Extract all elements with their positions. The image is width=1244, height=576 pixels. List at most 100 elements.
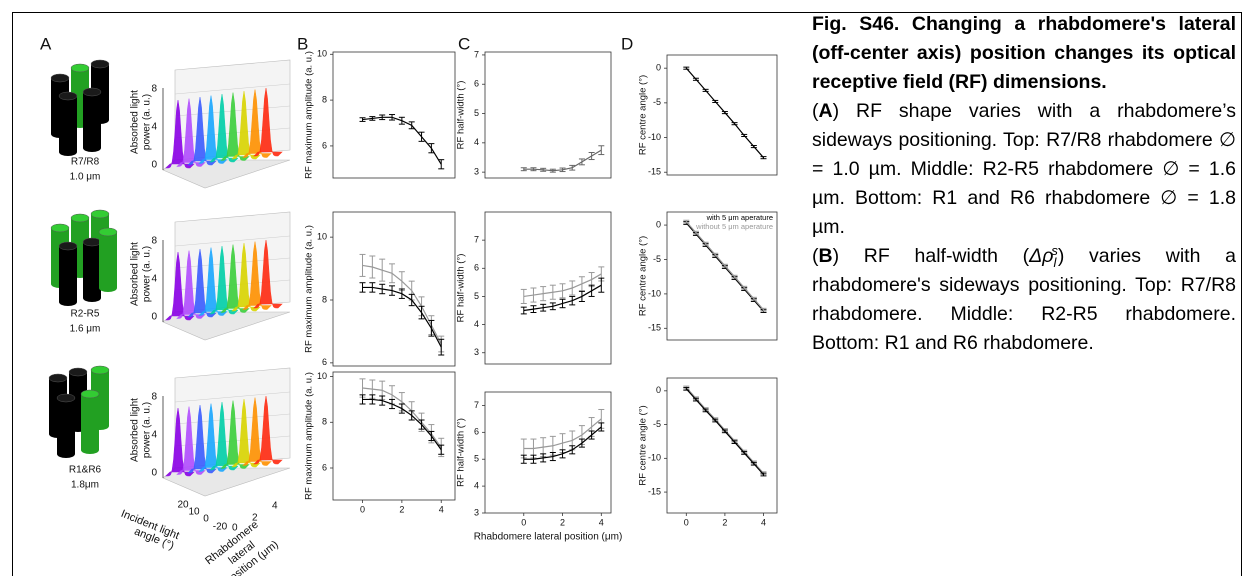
error-bar [750, 461, 757, 466]
error-bar [398, 116, 405, 125]
plot3d-ridge [165, 407, 195, 477]
error-bar [530, 167, 537, 172]
rhabdomere-size: 1.6 μm [70, 324, 101, 335]
caption-title: Fig. S46. Changing a rhabdomere's latera… [812, 13, 1236, 93]
rhabdomere-top [50, 73, 70, 83]
error-bar [438, 338, 445, 356]
error-bar [559, 167, 566, 173]
y-tick-label: -15 [648, 323, 661, 333]
error-bar [559, 298, 566, 309]
error-bar [598, 422, 605, 432]
plot3d-ridge [187, 248, 217, 318]
plot3d-floor [162, 467, 291, 497]
error-bar [369, 394, 376, 405]
caption-run: s [1051, 242, 1058, 258]
plot3d-position-tick: 0 [232, 523, 238, 534]
error-bar [702, 241, 709, 246]
error-bar [379, 114, 386, 121]
y-tick-label: 3 [474, 347, 479, 357]
y-tick-label: 8 [322, 94, 327, 104]
caption-run: B [818, 245, 833, 267]
plot3d-z-tick: 4 [151, 122, 157, 133]
error-bar [731, 274, 738, 279]
rhabdomere-top [90, 365, 110, 375]
error-bar [578, 276, 585, 292]
rhabdomere-body [83, 242, 101, 298]
error-bar [520, 306, 527, 315]
error-bar [721, 111, 728, 115]
rhabdomere-top [68, 367, 88, 377]
plot3d-ridge [176, 250, 206, 320]
error-bar [588, 430, 595, 440]
y-axis-label: RF centre angle (°) [638, 75, 649, 155]
x-axis-label: Rhabdomere lateral position (μm) [474, 532, 623, 543]
plot-frame [666, 377, 778, 514]
plot3d-z-label: Absorbed light [130, 242, 141, 306]
y-tick-label: 5 [474, 291, 479, 301]
plot3d-ridge [176, 98, 206, 168]
plot3d-ridge [231, 90, 261, 160]
error-bar [418, 305, 425, 320]
error-bar [428, 143, 435, 154]
x-tick-label: 4 [439, 504, 444, 514]
plot3d-angle-tick: 0 [203, 514, 209, 525]
error-bar [359, 117, 366, 122]
error-bar [712, 252, 719, 257]
error-bar [578, 438, 585, 448]
error-bar [712, 99, 719, 104]
plot3d-ridge [253, 239, 283, 309]
error-bar [559, 449, 566, 459]
error-bar [369, 116, 376, 121]
plot3d-grid [174, 83, 291, 95]
caption-run: A [818, 100, 833, 122]
rhabdomere-top [70, 63, 90, 73]
error-bar [389, 285, 396, 296]
rhabdomere-top [50, 223, 70, 233]
y-tick-label: -10 [648, 453, 661, 463]
error-bar [359, 394, 366, 405]
error-bar [359, 253, 366, 277]
rhabdomere-size: 1.8μm [71, 480, 99, 491]
error-bar [389, 398, 396, 410]
plot3d-ridge [231, 242, 261, 312]
y-tick-label: 0 [656, 63, 661, 73]
plot3d-angle-tick: 20 [177, 500, 189, 511]
rhabdomere-name: R7/R8 [71, 157, 100, 168]
error-bar [721, 263, 728, 268]
error-bar [418, 131, 425, 142]
error-bar [540, 453, 547, 463]
rhabdomere-bottom [99, 284, 117, 292]
plot3d-ridge [253, 395, 283, 465]
error-bar [540, 167, 547, 172]
error-bar [702, 408, 709, 413]
caption-run: ( [812, 100, 819, 122]
error-bar [569, 445, 576, 455]
y-tick-label: 6 [322, 140, 327, 150]
y-tick-label: 7 [474, 235, 479, 245]
plot3d-floor [162, 311, 291, 341]
error-bar [520, 167, 527, 172]
rhabdomere-body [99, 232, 117, 288]
plot-frame [332, 51, 456, 179]
error-bar [379, 395, 386, 406]
error-bar [569, 295, 576, 306]
error-bar [712, 418, 719, 423]
plot3d-ridge [176, 406, 206, 476]
error-bar [549, 284, 556, 300]
error-bar [692, 230, 699, 235]
y-axis-label: RF maximum amplitude (a. u.) [304, 51, 315, 179]
y-tick-label: 0 [656, 219, 661, 229]
rhabdomere-top [70, 213, 90, 223]
plot3d-ridge [187, 96, 217, 166]
caption-run: Δρ [1029, 245, 1054, 267]
y-axis-label: RF maximum amplitude (a. u.) [304, 225, 315, 353]
rhabdomere-bottom [81, 446, 99, 454]
x-tick-label: 4 [599, 517, 604, 527]
error-bar [598, 145, 605, 156]
error-bar [369, 282, 376, 293]
plot3d-z-label: Absorbed light [130, 398, 141, 462]
error-bar [369, 255, 376, 279]
rhabdomere-name: R1&R6 [69, 465, 102, 476]
y-tick-label: -15 [648, 486, 661, 496]
rhabdomere-bottom [83, 294, 101, 302]
